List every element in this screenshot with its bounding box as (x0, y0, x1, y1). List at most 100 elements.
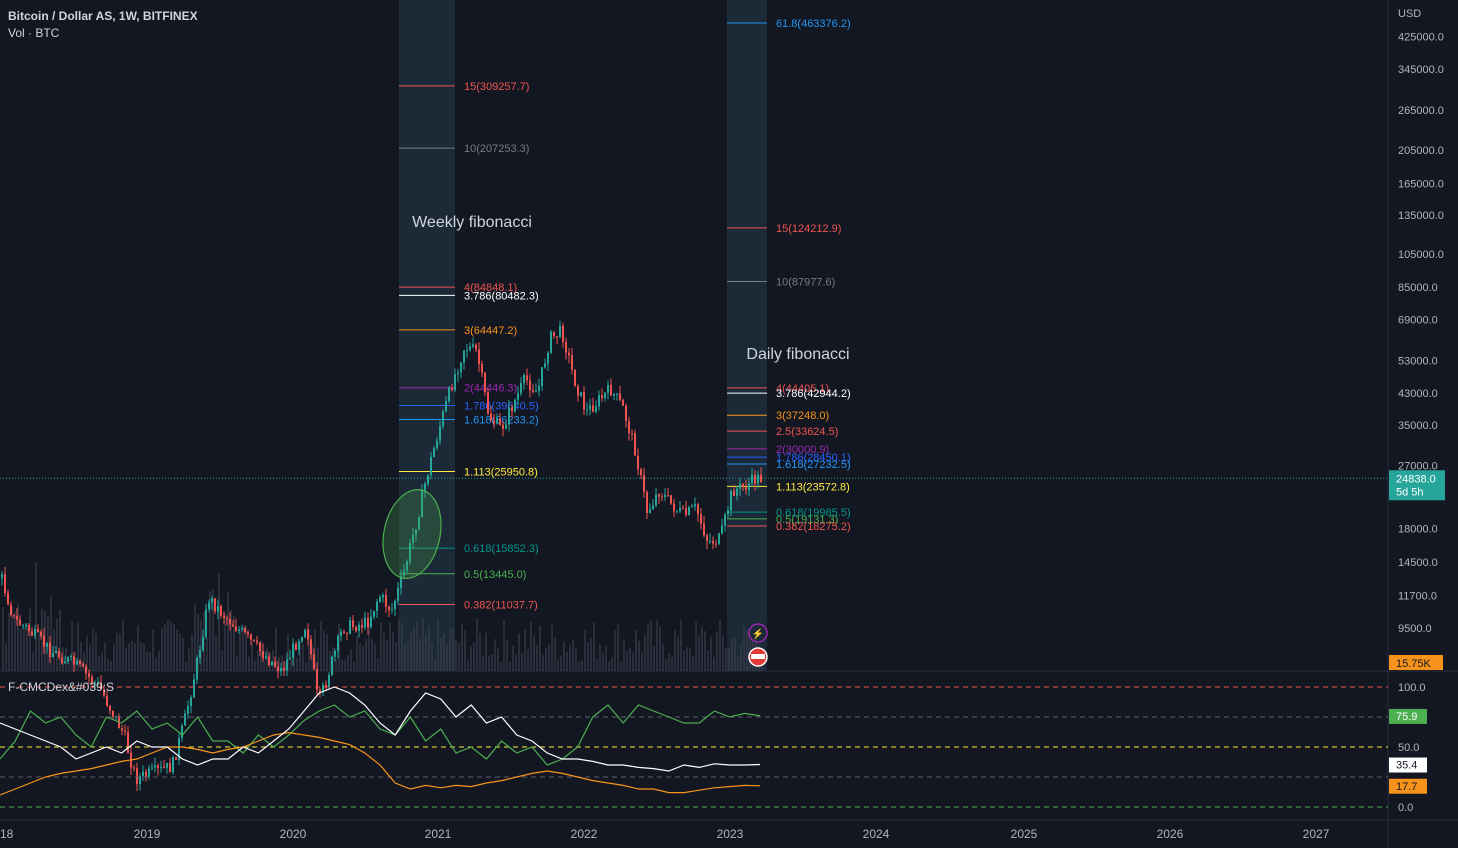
volume-bar (386, 640, 388, 671)
volume-bar (446, 645, 448, 671)
candle-body (88, 673, 90, 677)
daily-fib-zone (727, 0, 767, 671)
currency-label: USD (1398, 8, 1421, 20)
volume-bar (383, 633, 385, 671)
volume-bar (164, 624, 166, 671)
candle-body (460, 362, 462, 373)
volume-bar (326, 634, 328, 671)
volume-bar (356, 635, 358, 671)
volume-bar (125, 648, 127, 671)
volume-bar (197, 613, 199, 671)
volume-bar (266, 646, 268, 671)
candle-body (1, 574, 3, 579)
candle-body (454, 374, 456, 391)
candle-body (184, 713, 186, 726)
volume-bar (395, 642, 397, 671)
volume-bar (29, 608, 31, 671)
volume-bar (569, 644, 571, 671)
volume-bar (308, 628, 310, 671)
volume-bar (497, 648, 499, 671)
candle-body (652, 505, 654, 510)
candle-body (13, 614, 15, 616)
volume-bar (254, 660, 256, 671)
volume-bar (422, 618, 424, 671)
volume-bar (614, 630, 616, 671)
volume-bar (704, 631, 706, 671)
volume-bar (407, 640, 409, 671)
volume-bar (185, 661, 187, 671)
annotation-weekly: Weekly fibonacci (412, 214, 532, 231)
time-tick-1: 2019 (134, 827, 161, 841)
candle-body (220, 606, 222, 616)
price-tick-0: 425000.0 (1398, 31, 1444, 43)
volume-bar (389, 622, 391, 671)
osc-series-white (0, 686, 761, 772)
volume-bar (518, 633, 520, 671)
volume-bar (209, 591, 211, 671)
time-tick-2: 2020 (280, 827, 307, 841)
candle-body (187, 706, 189, 714)
weekly-fib-label-11: 0.382(11037.7) (464, 599, 538, 611)
volume-bar (620, 661, 622, 671)
volume-bar (440, 638, 442, 671)
volume-bar (65, 647, 67, 671)
candle-body (97, 682, 99, 684)
candle-body (514, 399, 516, 412)
candle-body (685, 508, 687, 515)
candle-body (694, 504, 696, 507)
daily-fib-label-8: 1.786(28450.1) (776, 452, 851, 464)
volume-bar (722, 635, 724, 671)
candle-body (331, 656, 333, 675)
candle-body (418, 517, 420, 530)
candle-body (589, 405, 591, 410)
volume-bar (590, 638, 592, 671)
candle-body (535, 391, 537, 393)
candle-body (343, 631, 345, 633)
candle-body (385, 594, 387, 607)
volume-bar (161, 628, 163, 671)
volume-bar (671, 656, 673, 671)
candle-body (208, 602, 210, 610)
volume-bar (563, 641, 565, 671)
candle-body (613, 393, 615, 396)
candle-body (247, 632, 249, 635)
volume-bar (635, 630, 637, 671)
volume-bar (728, 647, 730, 671)
volume-bar (38, 630, 40, 671)
candle-body (337, 635, 339, 651)
candle-body (556, 336, 558, 338)
candle-body (538, 386, 540, 392)
volume-bar (92, 628, 94, 671)
candle-body (439, 426, 441, 441)
candle-body (25, 624, 27, 626)
price-tick-5: 135000.0 (1398, 210, 1444, 222)
volume-bar (101, 652, 103, 671)
candle-body (400, 575, 402, 588)
daily-fib-label-4: 3.786(42944.2) (776, 388, 851, 400)
candle-body (352, 620, 354, 627)
volume-bar (206, 637, 208, 671)
volume-bar (377, 657, 379, 671)
volume-bar (284, 662, 286, 671)
volume-bar (371, 639, 373, 671)
candle-body (148, 768, 150, 777)
candle-body (406, 561, 408, 571)
candle-body (370, 616, 372, 628)
volume-bar (599, 644, 601, 671)
candle-body (508, 407, 510, 425)
daily-fib-label-7: 2(30000.9) (776, 444, 829, 456)
time-tick-4: 2022 (571, 827, 598, 841)
price-tick-10: 43000.0 (1398, 388, 1438, 400)
candle-body (205, 609, 207, 637)
candle-body (304, 629, 306, 638)
last-price-badge (1389, 470, 1445, 501)
candle-body (217, 606, 219, 612)
candle-body (496, 418, 498, 424)
candle-body (466, 349, 468, 351)
candle-body (748, 483, 750, 490)
candle-body (16, 615, 18, 620)
weekly-fib-label-10: 0.5(13445.0) (464, 569, 526, 581)
volume-bar (734, 637, 736, 671)
volume-bar (548, 644, 550, 671)
